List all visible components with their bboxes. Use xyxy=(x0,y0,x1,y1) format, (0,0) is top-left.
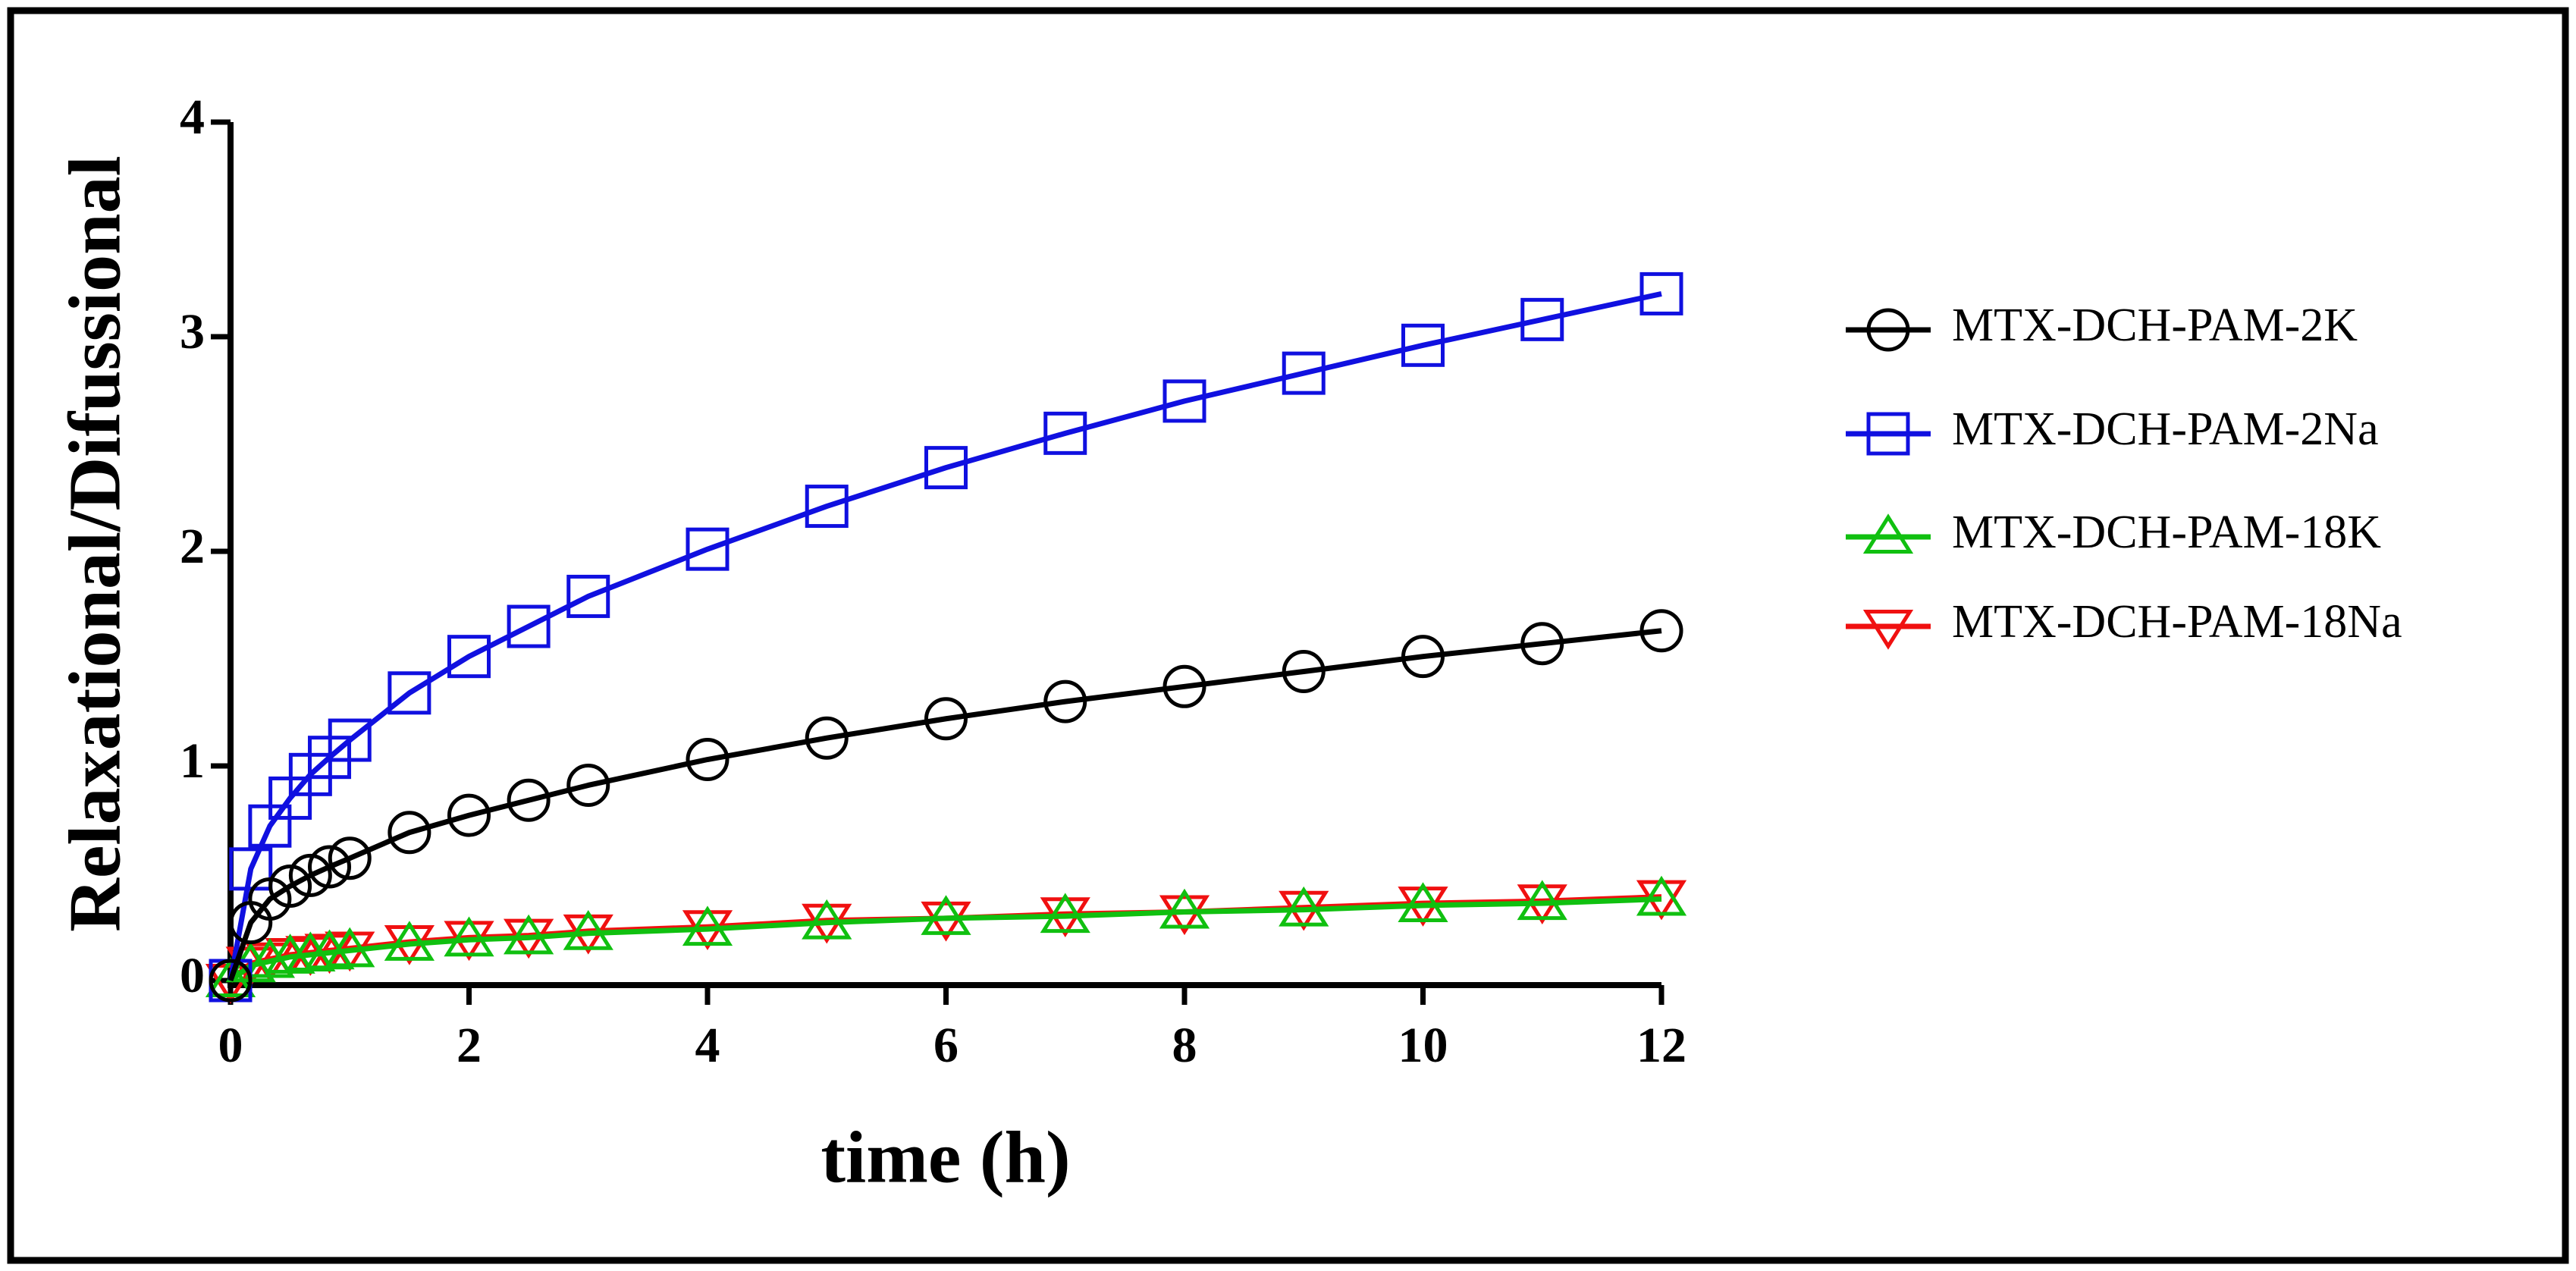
marker xyxy=(265,934,315,974)
marker xyxy=(1043,679,1087,723)
marker xyxy=(285,931,336,972)
marker xyxy=(504,914,554,955)
marker xyxy=(328,836,372,880)
marker xyxy=(686,527,730,571)
marker xyxy=(507,604,551,648)
marker xyxy=(1398,882,1448,922)
legend-label: MTX-DCH-PAM-2Na xyxy=(1952,403,2379,455)
marker xyxy=(1279,886,1329,927)
marker xyxy=(566,574,610,618)
marker xyxy=(1862,610,1914,650)
y-tick-label: 3 xyxy=(180,304,205,359)
legend-label: MTX-DCH-PAM-18K xyxy=(1952,507,2381,558)
marker xyxy=(1639,609,1683,653)
marker xyxy=(304,929,355,970)
frame xyxy=(7,7,2569,1264)
marker xyxy=(1520,297,1564,341)
x-tick-label: 0 xyxy=(218,1018,243,1073)
marker xyxy=(1282,649,1326,693)
marker xyxy=(384,921,435,961)
series-line xyxy=(228,896,1662,983)
marker xyxy=(308,845,352,889)
marker xyxy=(1401,323,1445,367)
marker xyxy=(229,847,273,891)
y-tick-label: 2 xyxy=(180,519,205,574)
x-tick-label: 4 xyxy=(695,1018,720,1073)
marker xyxy=(1639,271,1683,315)
marker xyxy=(268,864,312,908)
y-tick-label: 4 xyxy=(180,89,205,145)
marker xyxy=(1401,635,1445,679)
y-tick-label: 1 xyxy=(180,733,205,789)
marker xyxy=(1517,880,1567,921)
x-axis-title: time (h) xyxy=(820,1116,1070,1198)
marker xyxy=(328,718,372,762)
marker xyxy=(244,937,296,978)
y-tick-label: 0 xyxy=(180,948,205,1003)
x-tick-label: 2 xyxy=(457,1018,482,1073)
marker xyxy=(924,446,968,490)
marker xyxy=(805,716,849,760)
marker xyxy=(924,697,968,741)
marker xyxy=(1636,875,1687,916)
marker xyxy=(447,793,491,837)
marker xyxy=(507,778,551,822)
x-tick-label: 10 xyxy=(1398,1018,1448,1073)
marker xyxy=(205,957,256,997)
marker xyxy=(447,635,491,679)
y-axis-title: Relaxational/Difussional xyxy=(54,155,136,932)
marker xyxy=(209,959,253,1003)
marker xyxy=(1862,513,1914,554)
marker xyxy=(1866,412,1910,456)
marker xyxy=(1159,888,1210,929)
legend-label: MTX-DCH-PAM-18Na xyxy=(1952,596,2402,648)
x-tick-label: 6 xyxy=(933,1018,959,1073)
marker xyxy=(682,905,733,946)
marker xyxy=(387,671,431,715)
marker xyxy=(1043,411,1087,455)
marker xyxy=(802,899,852,940)
legend-label: MTX-DCH-PAM-2K xyxy=(1952,300,2358,351)
marker xyxy=(1520,622,1564,666)
marker xyxy=(805,485,849,529)
x-tick-label: 8 xyxy=(1172,1018,1197,1073)
marker xyxy=(566,763,610,807)
marker xyxy=(1162,664,1206,708)
marker xyxy=(921,895,971,935)
marker xyxy=(444,916,494,957)
x-tick-label: 12 xyxy=(1636,1018,1686,1073)
marker xyxy=(1282,351,1326,395)
marker xyxy=(1040,893,1090,934)
marker xyxy=(288,853,332,897)
marker xyxy=(1162,379,1206,423)
marker xyxy=(1866,308,1910,352)
marker xyxy=(686,738,730,782)
marker xyxy=(563,910,613,950)
marker xyxy=(387,811,431,855)
marker xyxy=(325,927,375,968)
